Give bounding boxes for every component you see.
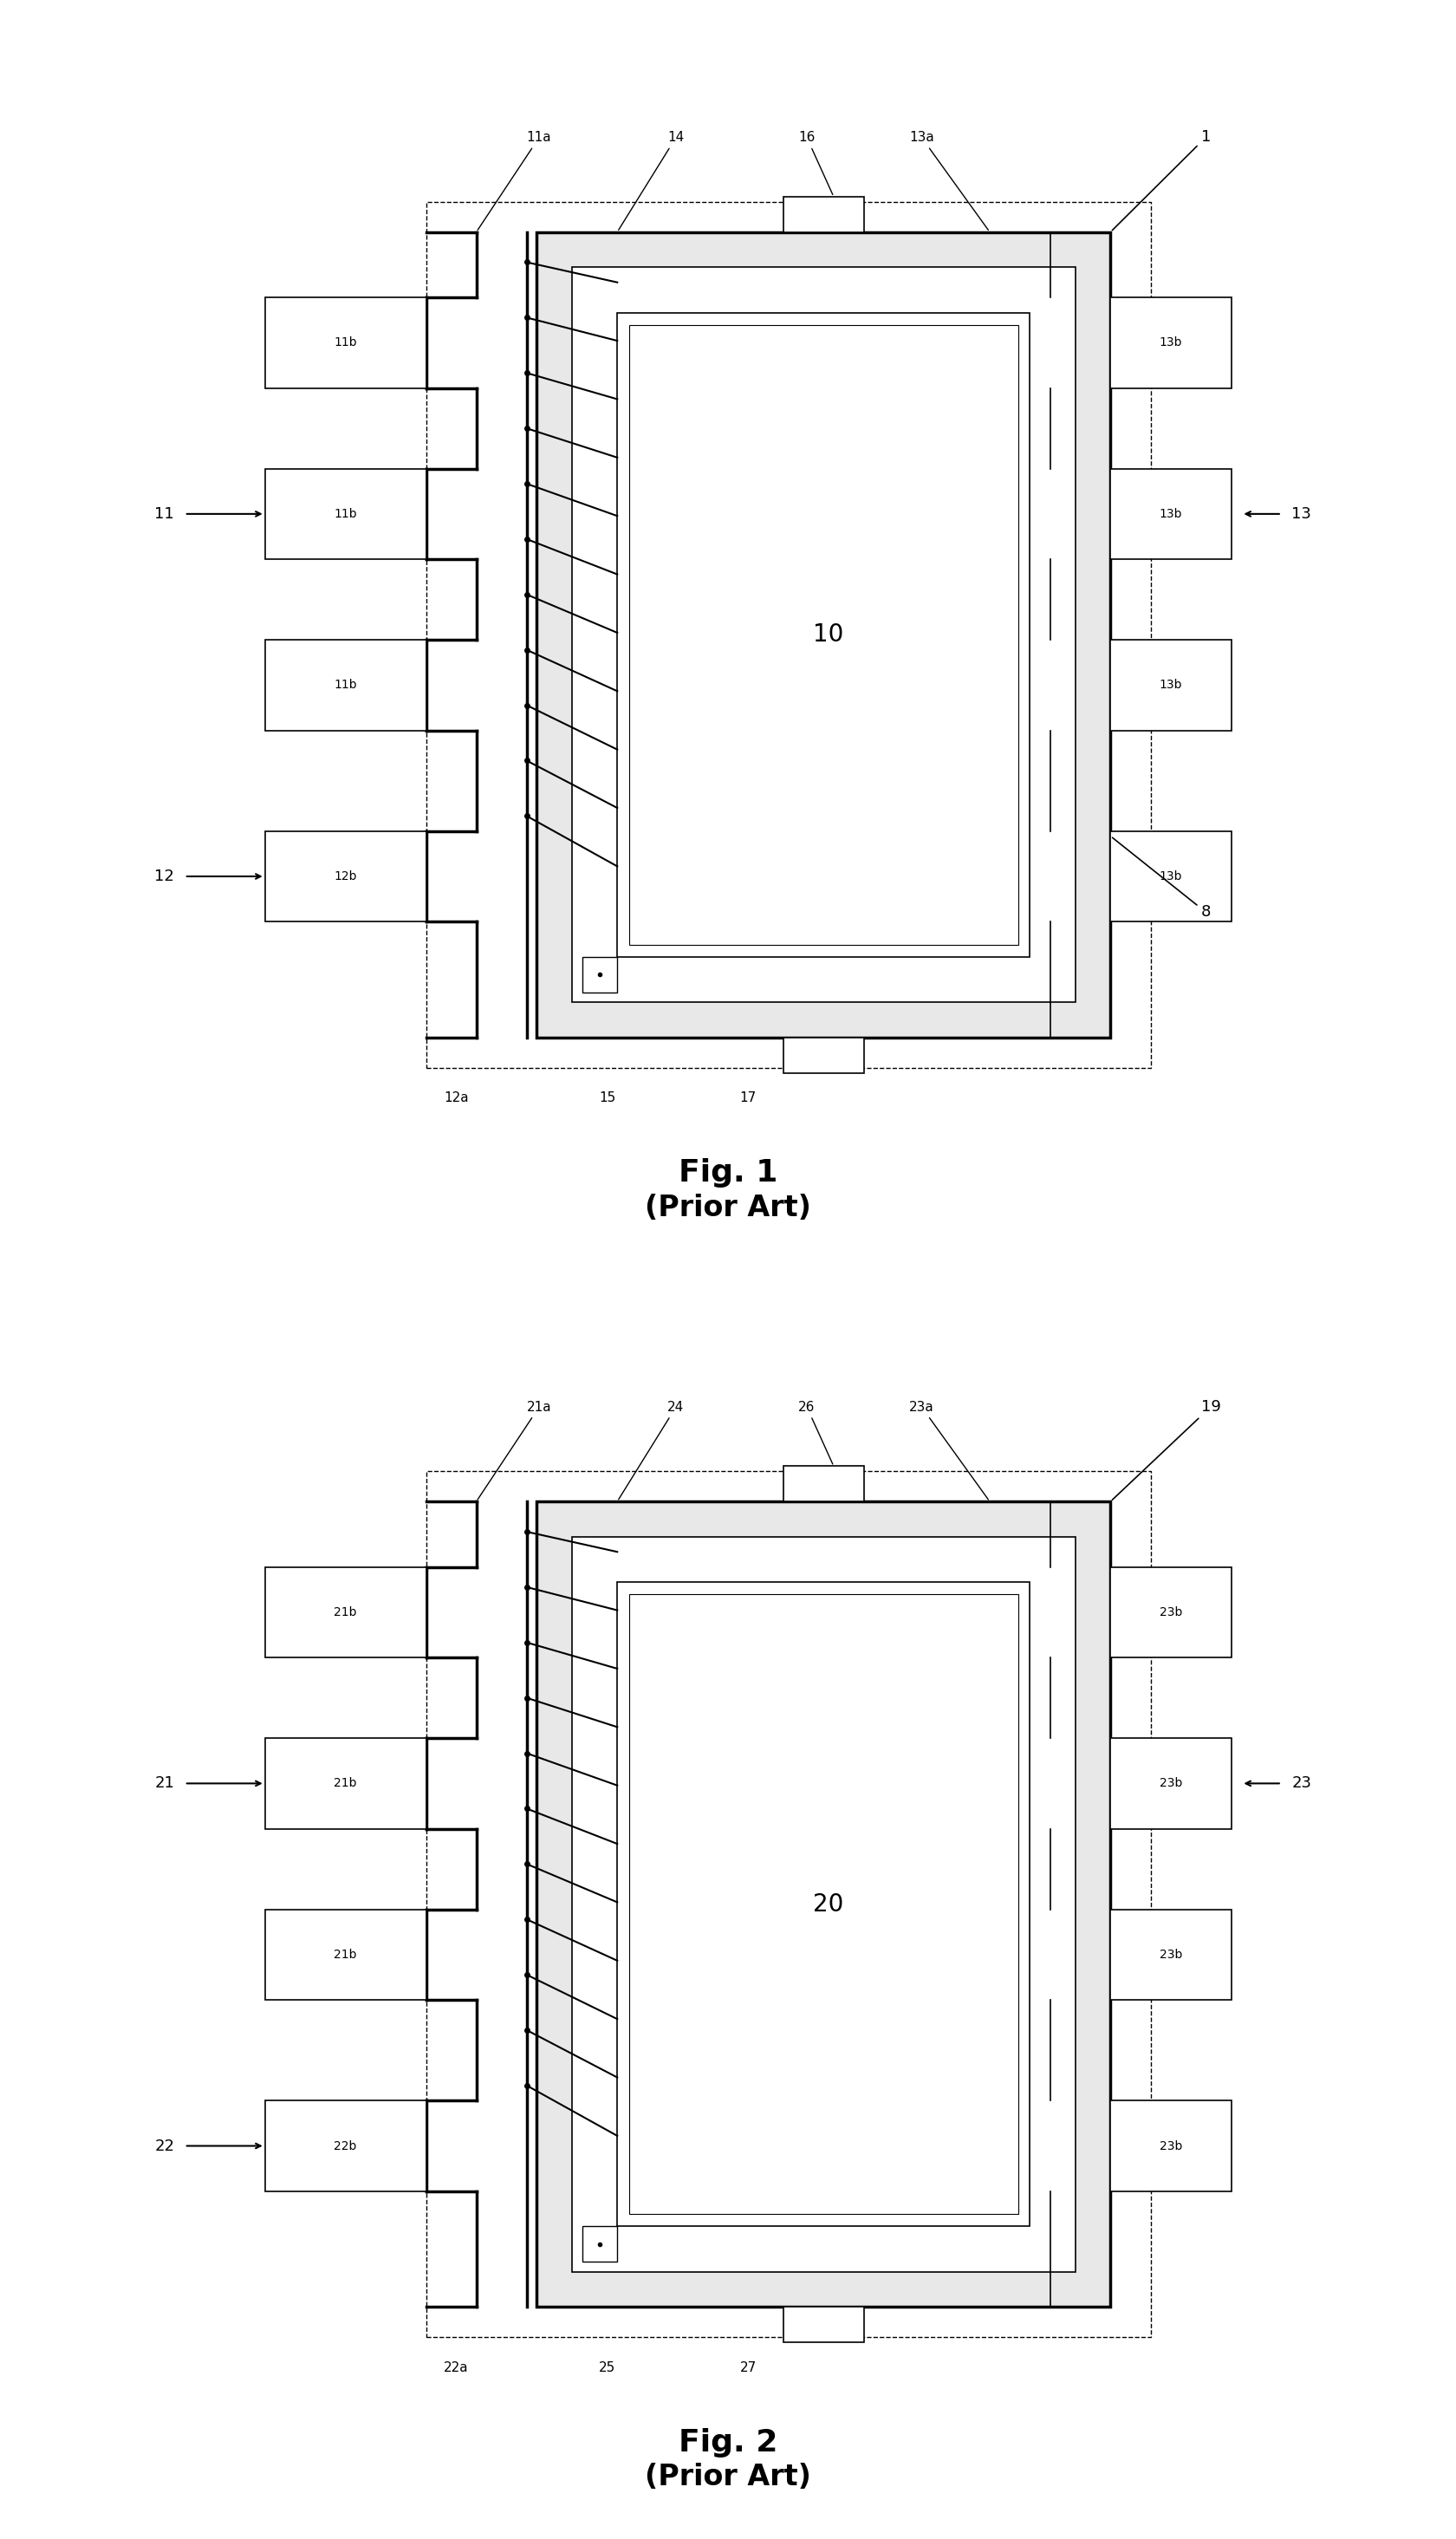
Bar xyxy=(582,957,617,993)
Bar xyxy=(572,1536,1076,2272)
Text: 23b: 23b xyxy=(1159,1607,1182,1617)
Bar xyxy=(1111,640,1232,731)
Bar xyxy=(783,196,863,231)
Bar xyxy=(265,640,427,731)
Text: 8: 8 xyxy=(1112,838,1211,919)
Bar xyxy=(617,1582,1029,2227)
Text: 1: 1 xyxy=(1112,129,1211,231)
Bar xyxy=(629,1594,1018,2214)
Bar xyxy=(1111,1739,1232,1828)
Bar xyxy=(783,1468,863,1501)
Bar xyxy=(783,2308,863,2341)
Text: 21b: 21b xyxy=(333,1607,357,1617)
Bar xyxy=(265,470,427,559)
Text: 11a: 11a xyxy=(478,132,552,231)
Text: 21b: 21b xyxy=(333,1947,357,1960)
Text: 10: 10 xyxy=(814,622,844,647)
Text: 23: 23 xyxy=(1291,1775,1312,1790)
Bar xyxy=(265,1909,427,2001)
Bar xyxy=(1111,470,1232,559)
Bar xyxy=(427,1470,1150,2338)
Text: 22: 22 xyxy=(154,2138,175,2153)
Text: 11b: 11b xyxy=(333,338,357,348)
Text: 21a: 21a xyxy=(478,1402,552,1501)
Text: 12a: 12a xyxy=(444,1092,469,1104)
Text: 13b: 13b xyxy=(1159,678,1182,691)
Bar xyxy=(427,201,1150,1069)
Text: 13b: 13b xyxy=(1159,871,1182,884)
Text: 13: 13 xyxy=(1291,505,1312,520)
Text: 19: 19 xyxy=(1112,1399,1222,1501)
Text: 13b: 13b xyxy=(1159,508,1182,520)
Bar xyxy=(629,325,1018,945)
Text: (Prior Art): (Prior Art) xyxy=(645,1193,811,1221)
Bar xyxy=(265,2100,427,2191)
Text: 22a: 22a xyxy=(444,2361,469,2374)
Bar xyxy=(1111,1909,1232,2001)
Bar xyxy=(265,830,427,922)
Bar xyxy=(1111,2100,1232,2191)
Text: 23a: 23a xyxy=(909,1402,989,1501)
Text: 23b: 23b xyxy=(1159,1947,1182,1960)
Text: 21b: 21b xyxy=(333,1777,357,1790)
Text: Fig. 1: Fig. 1 xyxy=(678,1158,778,1188)
Text: 24: 24 xyxy=(619,1402,684,1501)
Text: 12: 12 xyxy=(154,868,175,884)
Bar xyxy=(265,1739,427,1828)
Bar xyxy=(265,297,427,388)
Bar xyxy=(537,1501,1111,2308)
Text: 13a: 13a xyxy=(909,132,989,231)
Text: 17: 17 xyxy=(740,1092,757,1104)
Text: 20: 20 xyxy=(814,1892,844,1917)
Bar xyxy=(265,1567,427,1658)
Text: 21: 21 xyxy=(154,1775,175,1790)
Bar xyxy=(617,312,1029,957)
Text: 11b: 11b xyxy=(333,678,357,691)
Bar xyxy=(1111,1567,1232,1658)
Text: 22b: 22b xyxy=(333,2140,357,2153)
Text: 11: 11 xyxy=(154,505,175,520)
Text: 16: 16 xyxy=(798,132,833,196)
Text: 23b: 23b xyxy=(1159,2140,1182,2153)
Text: 15: 15 xyxy=(598,1092,616,1104)
Bar xyxy=(582,2227,617,2262)
Text: 14: 14 xyxy=(619,132,684,231)
Text: 23b: 23b xyxy=(1159,1777,1182,1790)
Text: 13b: 13b xyxy=(1159,338,1182,348)
Bar xyxy=(1111,297,1232,388)
Text: 25: 25 xyxy=(598,2361,616,2374)
Text: 11b: 11b xyxy=(333,508,357,520)
Bar xyxy=(783,1038,863,1071)
Text: 12b: 12b xyxy=(333,871,357,884)
Text: 26: 26 xyxy=(798,1402,833,1465)
Text: Fig. 2: Fig. 2 xyxy=(678,2427,778,2458)
Bar xyxy=(572,267,1076,1003)
Text: (Prior Art): (Prior Art) xyxy=(645,2463,811,2491)
Text: 27: 27 xyxy=(740,2361,757,2374)
Bar xyxy=(537,231,1111,1038)
Bar xyxy=(1111,830,1232,922)
